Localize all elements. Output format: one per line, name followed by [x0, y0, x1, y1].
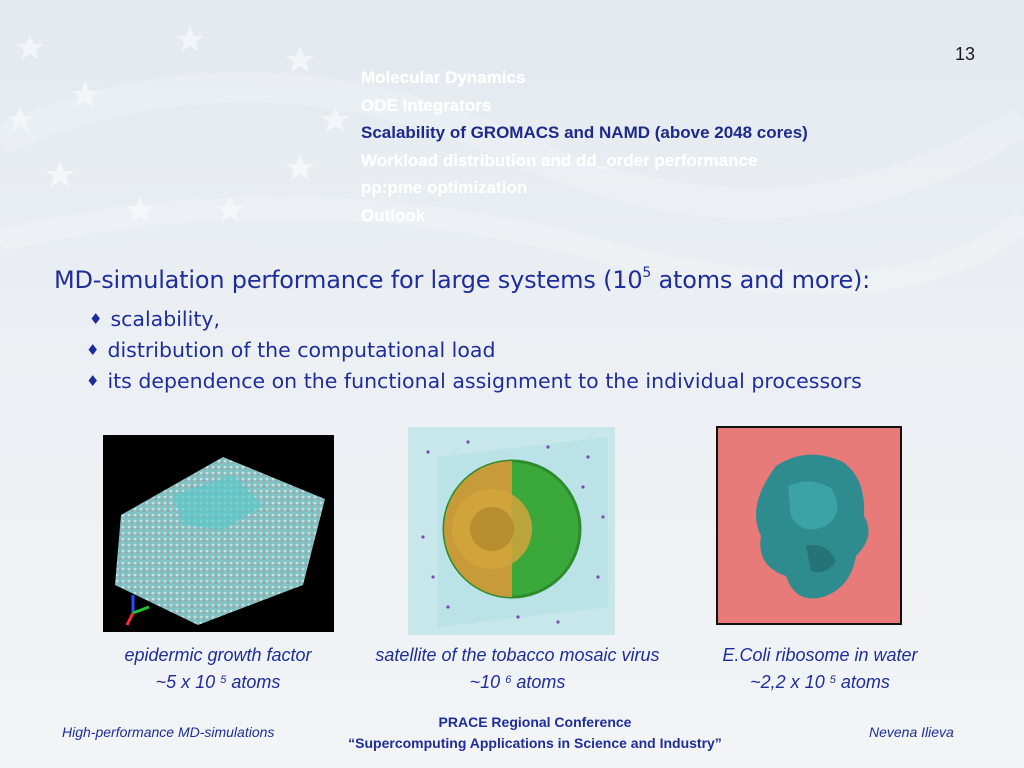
agenda-list: Molecular Dynamics ODE Integrators Scala… — [361, 64, 808, 229]
caption-egf-size: ~5 x 10 5 atoms — [155, 672, 281, 692]
egf-molecule-image — [103, 435, 334, 632]
agenda-item-molecular-dynamics: Molecular Dynamics — [361, 68, 526, 87]
agenda-item-ode-integrators: ODE Integrators — [361, 95, 492, 115]
main-heading-exponent: 5 — [642, 265, 652, 281]
caption-egf: epidermic growth factor ~5 x 10 5 atoms — [108, 642, 328, 696]
footer-conference-subtitle: “Supercomputing Applications in Science … — [348, 735, 722, 751]
footer-author: Nevena Ilieva — [869, 724, 954, 740]
diamond-bullet-icon: ♦ — [86, 372, 100, 390]
caption-ribosome: E.Coli ribosome in water ~2,2 x 10 5 ato… — [710, 642, 930, 696]
agenda-item-scalability: Scalability of GROMACS and NAMD (above 2… — [361, 123, 808, 142]
stmv-virus-image — [408, 427, 615, 635]
caption-stmv-size: ~10 6 atoms — [469, 672, 566, 692]
bullet-text: scalability, — [110, 307, 221, 331]
caption-stmv-name: satellite of the tobacco mosaic virus — [375, 645, 660, 665]
agenda-item-outlook: Outlook — [361, 205, 426, 225]
ribosome-image — [716, 426, 902, 625]
bullet-item: ♦ scalability, — [89, 304, 862, 335]
bullet-item: ♦ its dependence on the functional assig… — [86, 366, 862, 397]
main-heading: MD-simulation performance for large syst… — [54, 265, 871, 294]
bullet-list: ♦ scalability, ♦ distribution of the com… — [86, 304, 862, 397]
background-star-watermark — [0, 26, 1024, 295]
bullet-text: distribution of the computational load — [107, 338, 496, 362]
footer-center: PRACE Regional Conference “Supercomputin… — [330, 712, 740, 754]
slide-number: 13 — [955, 44, 976, 64]
caption-ribosome-name: E.Coli ribosome in water — [722, 645, 918, 665]
diamond-bullet-icon: ♦ — [89, 310, 103, 328]
agenda-item-workload-distribution: Workload distribution and dd_order perfo… — [361, 150, 758, 170]
caption-stmv: satellite of the tobacco mosaic virus ~1… — [365, 642, 670, 696]
caption-egf-name: epidermic growth factor — [124, 645, 312, 665]
footer-left: High-performance MD-simulations — [62, 724, 275, 740]
bullet-item: ♦ distribution of the computational load — [86, 335, 862, 366]
main-heading-text: MD-simulation performance for large syst… — [54, 266, 643, 294]
bullet-text: its dependence on the functional assignm… — [107, 369, 862, 393]
main-heading-suffix: atoms and more): — [651, 266, 871, 294]
footer-conference: PRACE Regional Conference — [438, 714, 632, 730]
agenda-item-pp-pme-optimization: pp:pme optimization — [361, 178, 528, 197]
caption-ribosome-size: ~2,2 x 10 5 atoms — [750, 672, 890, 692]
diamond-bullet-icon: ♦ — [86, 341, 100, 359]
